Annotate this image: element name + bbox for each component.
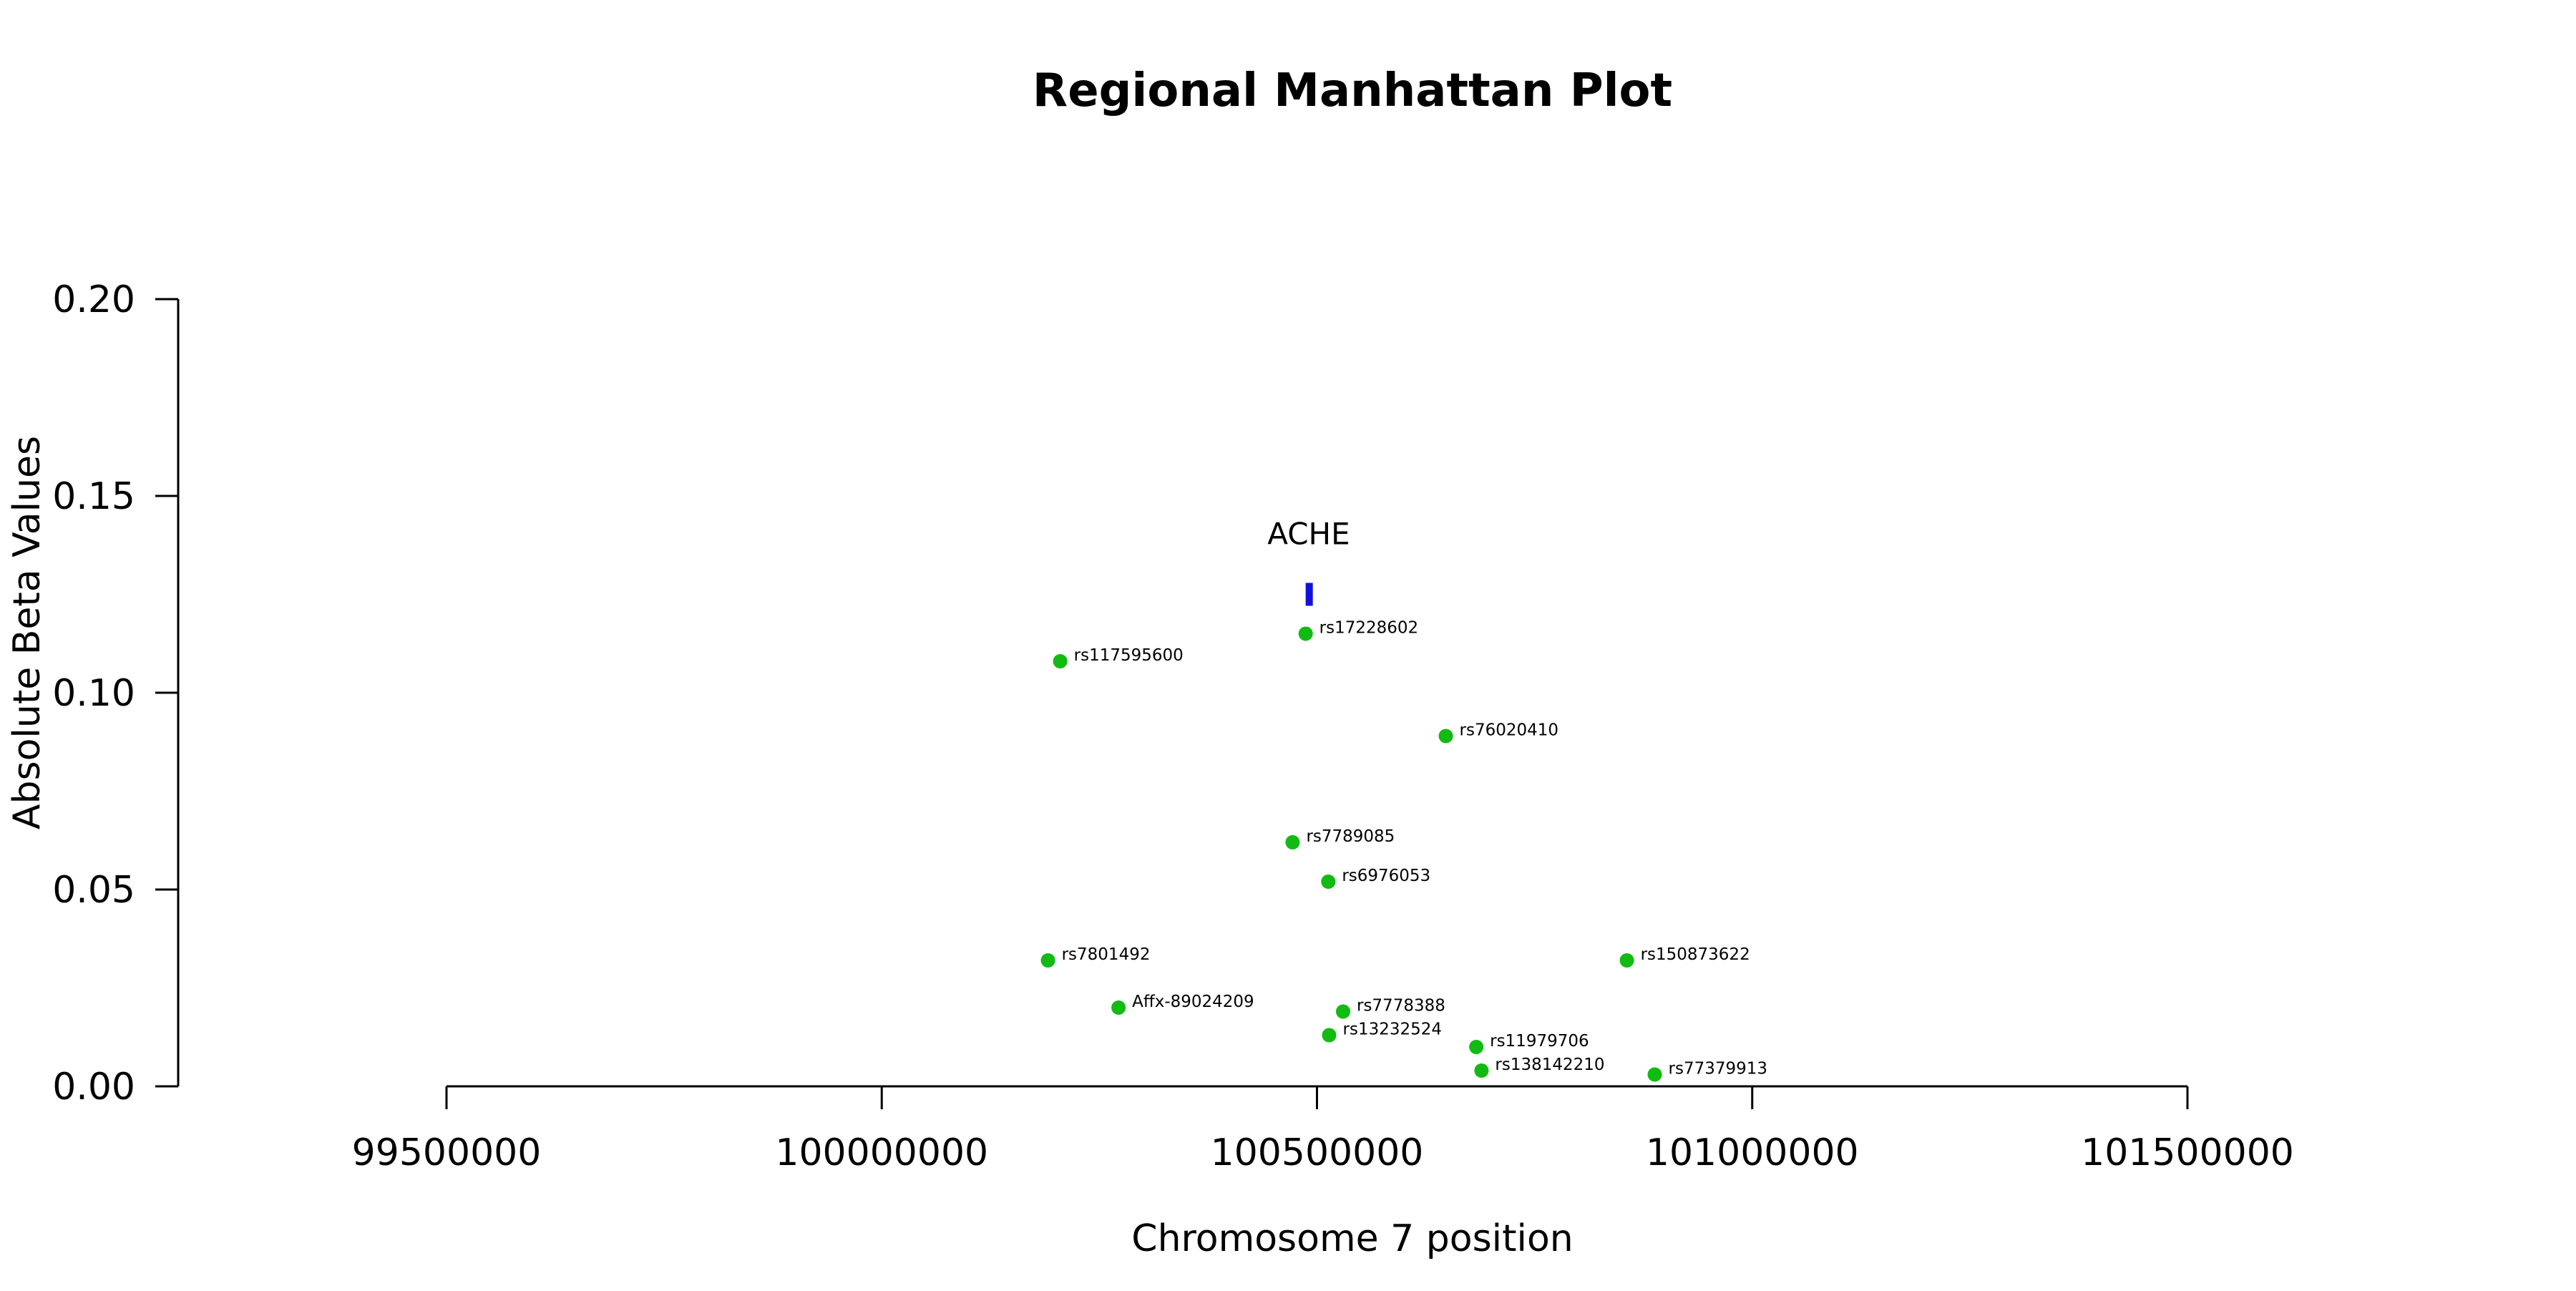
snp-point [1298, 626, 1313, 641]
x-tick-label: 100500000 [1211, 1131, 1424, 1174]
snp-point [1438, 729, 1453, 744]
snp-label: rs7801492 [1062, 945, 1151, 964]
snp-point [1474, 1063, 1489, 1078]
snp-point [1647, 1067, 1662, 1082]
x-tick-label: 99500000 [352, 1131, 542, 1174]
snp-point [1469, 1040, 1484, 1054]
y-axis: 0.00 0.05 0.10 0.15 0.20 [52, 278, 180, 1109]
snp-point [1285, 835, 1300, 849]
gene-track: ACHE [1267, 517, 1350, 606]
chart-title: Regional Manhattan Plot [1033, 64, 1672, 117]
snp-label: rs7789085 [1306, 827, 1395, 846]
y-tick-label: 0.10 [52, 672, 135, 715]
snp-label: rs17228602 [1319, 619, 1419, 638]
snp-label: Affx-89024209 [1132, 993, 1254, 1011]
x-tick-label: 100000000 [775, 1131, 988, 1174]
y-tick-label: 0.15 [52, 475, 135, 518]
snp-label: rs117595600 [1074, 646, 1184, 665]
snp-label: rs76020410 [1460, 721, 1559, 740]
snp-point [1321, 875, 1336, 889]
x-tick-label: 101500000 [2081, 1131, 2294, 1174]
snp-point [1335, 1004, 1350, 1019]
x-axis-label: Chromosome 7 position [1131, 1217, 1573, 1260]
y-axis-label: Absolute Beta Values [6, 436, 49, 829]
gene-bar [1305, 583, 1313, 606]
x-axis: 99500000 100000000 100500000 101000000 10150… [352, 1085, 2294, 1174]
snp-points: rs17228602 rs117595600 rs76020410 rs7789085… [1040, 619, 1768, 1082]
snp-label: rs13232524 [1343, 1020, 1443, 1039]
snp-point [1322, 1028, 1337, 1043]
snp-point [1111, 1000, 1126, 1015]
gene-label: ACHE [1267, 517, 1350, 552]
y-tick-label: 0.20 [52, 278, 135, 321]
snp-label: rs6976053 [1342, 867, 1430, 885]
snp-point [1040, 953, 1055, 968]
snp-label: rs138142210 [1495, 1056, 1604, 1074]
snp-label: rs7778388 [1357, 997, 1445, 1015]
snp-point [1619, 953, 1634, 968]
y-tick-label: 0.00 [52, 1066, 135, 1109]
y-tick-label: 0.05 [52, 869, 135, 912]
snp-point [1053, 654, 1068, 668]
x-tick-label: 101000000 [1646, 1131, 1859, 1174]
snp-label: rs11979706 [1490, 1032, 1589, 1051]
snp-label: rs77379913 [1669, 1060, 1768, 1078]
snp-label: rs150873622 [1641, 945, 1750, 964]
